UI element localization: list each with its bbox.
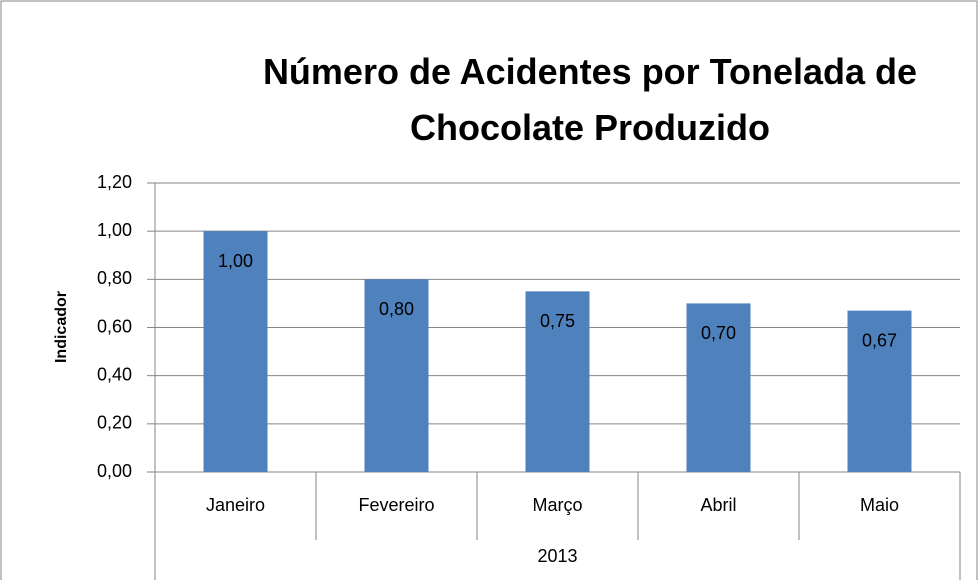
y-axis-label: Indicador <box>53 291 70 363</box>
y-tick-label: 0,40 <box>97 364 132 384</box>
data-label: 0,70 <box>701 323 736 343</box>
data-label: 1,00 <box>218 251 253 271</box>
chart-title: Número de Acidentes por Tonelada de Choc… <box>262 51 918 148</box>
x-tick-label: Abril <box>700 495 736 515</box>
y-tick-label: 0,20 <box>97 413 132 433</box>
y-tick-label: 0,60 <box>97 316 132 336</box>
y-tick-label: 0,00 <box>97 461 132 481</box>
y-tick-label: 0,80 <box>97 268 132 288</box>
y-tick-label: 1,00 <box>97 220 132 240</box>
x-tick-label: Março <box>532 495 582 515</box>
x-tick-label: Fevereiro <box>358 495 434 515</box>
bar <box>686 303 751 472</box>
bar <box>203 231 268 472</box>
x-tick-label: Maio <box>860 495 899 515</box>
data-label: 0,75 <box>540 311 575 331</box>
data-label: 0,67 <box>862 330 897 350</box>
category-group-label: 2013 <box>537 546 577 566</box>
x-tick-label: Janeiro <box>206 495 265 515</box>
bar <box>364 279 429 472</box>
y-tick-label: 1,20 <box>97 172 132 192</box>
bar <box>525 291 590 472</box>
bar <box>847 310 912 472</box>
data-label: 0,80 <box>379 299 414 319</box>
